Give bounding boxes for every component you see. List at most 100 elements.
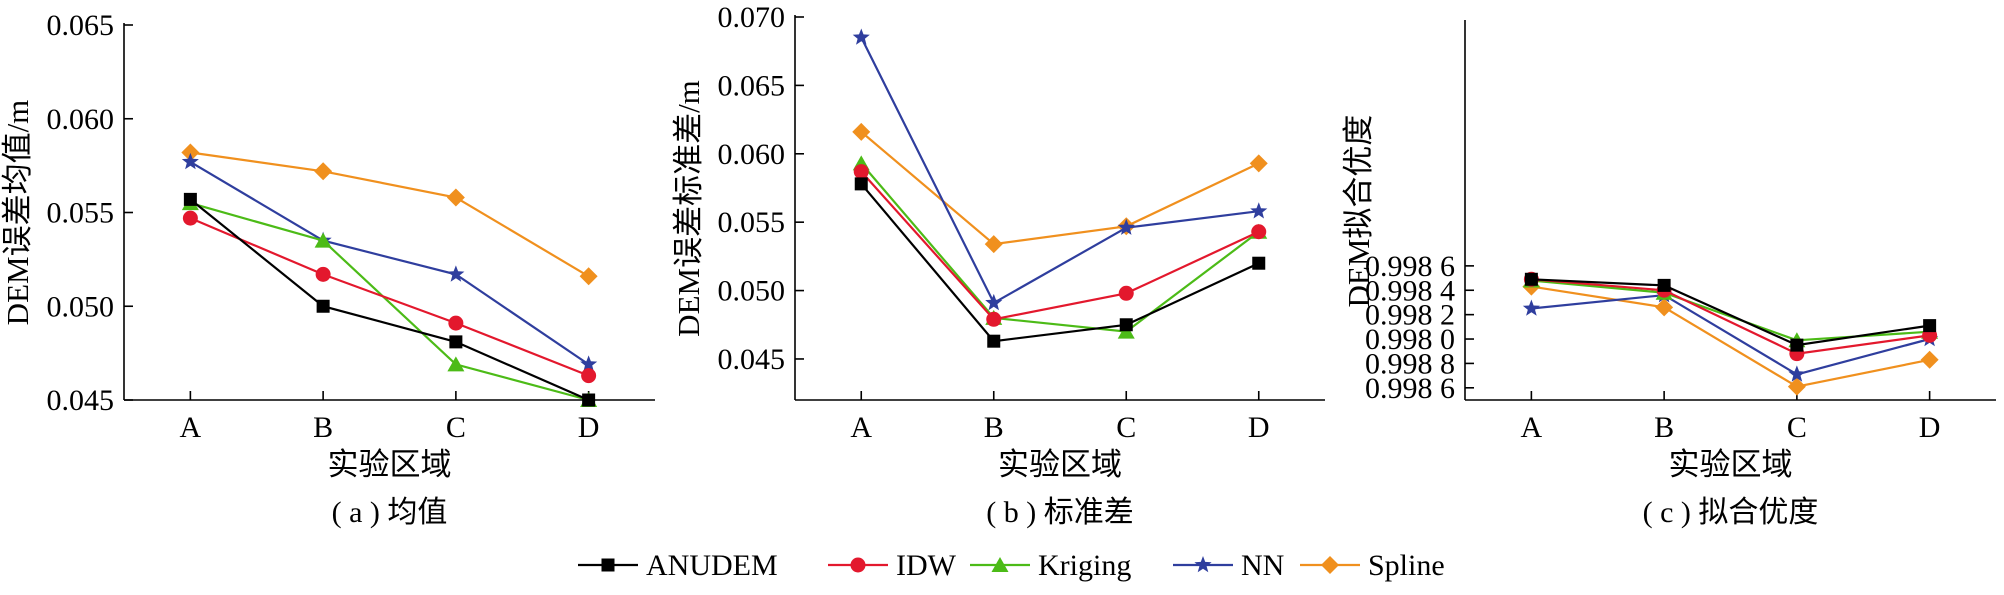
x-tick-label: B (984, 411, 1004, 444)
data-point-marker (853, 164, 869, 180)
data-point-marker (854, 177, 868, 191)
y-tick-label: 0.070 (718, 1, 786, 34)
panel-a: 0.045 0.050 0.055 0.060 0.065 A B C D 实验区域 ( a ) 均… (0, 9, 655, 529)
legend-item-idw: IDW (828, 549, 957, 582)
data-point-marker (182, 210, 198, 226)
series-line (860, 170, 1260, 321)
panel-c: 0.998 60.998 80.998 00.998 20.998 40.998… (1341, 20, 1996, 529)
series-line (860, 131, 1260, 246)
legend-marker (850, 557, 866, 573)
series-line (1531, 278, 1930, 355)
series-line (189, 160, 590, 366)
series-line (190, 151, 590, 278)
y-tick-label: 0.050 (47, 290, 115, 323)
data-point-marker (446, 188, 465, 207)
data-point-marker (1522, 299, 1540, 316)
y-tick-label: 0.998 8 (1365, 347, 1455, 380)
data-point-marker (986, 311, 1002, 327)
x-tick-label: D (1919, 411, 1941, 444)
legend-label: Spline (1368, 549, 1445, 582)
series-nn (852, 28, 1268, 311)
x-tick-label: A (1521, 411, 1543, 444)
x-axis-title: 实验区域 (328, 447, 452, 482)
data-point-marker (1920, 350, 1939, 369)
data-point-marker (447, 356, 465, 372)
data-point-marker (316, 299, 330, 313)
legend-label: IDW (896, 549, 957, 582)
x-tick-label: B (313, 411, 333, 444)
legend-marker (991, 557, 1009, 572)
x-tick-label: C (1787, 411, 1807, 444)
series-line (860, 162, 1260, 333)
series-line (1531, 278, 1930, 347)
series-anudem (183, 192, 596, 407)
y-tick-label: 0.045 (718, 343, 786, 376)
y-axis-title: DEM误差标准差/m (671, 80, 706, 337)
legend-item-anudem: ANUDEM (578, 549, 778, 582)
y-tick-label: 0.060 (47, 103, 115, 136)
data-point-marker (852, 28, 870, 45)
legend-item-spline: Spline (1300, 549, 1445, 582)
series-line (860, 37, 1259, 305)
data-point-marker (984, 235, 1003, 254)
series-line (860, 183, 1260, 343)
data-point-marker (315, 266, 331, 282)
series-idw (853, 164, 1267, 327)
legend-label: NN (1241, 549, 1284, 582)
data-point-marker (1118, 285, 1134, 301)
series-line (1531, 279, 1930, 342)
series-nn (181, 152, 598, 372)
y-tick-label: 0.998 4 (1365, 274, 1455, 307)
data-point-marker (1117, 218, 1135, 235)
data-point-marker (580, 355, 598, 372)
series-spline (852, 122, 1268, 254)
legend-item-kriging: Kriging (970, 549, 1131, 582)
series-spline (1522, 277, 1939, 396)
series-line (189, 217, 590, 377)
x-tick-label: B (1654, 411, 1674, 444)
data-point-marker (1119, 318, 1133, 332)
data-point-marker (1524, 272, 1538, 286)
data-point-marker (314, 162, 333, 181)
y-axis-title: DEM拟合优度 (1341, 115, 1376, 308)
data-point-marker (1788, 365, 1806, 382)
legend-label: Kriging (1038, 549, 1131, 582)
series-idw (182, 210, 597, 384)
y-axis-title: DEM误差均值/m (0, 100, 35, 326)
x-axis-title: 实验区域 (998, 447, 1122, 482)
data-point-marker (1249, 154, 1268, 173)
y-tick-label: 0.055 (47, 197, 115, 230)
y-tick-label: 0.050 (718, 275, 786, 308)
x-tick-label: A (180, 411, 202, 444)
y-tick-label: 0.065 (47, 9, 115, 42)
y-tick-label: 0.998 0 (1365, 323, 1455, 356)
series-anudem (854, 177, 1266, 348)
x-axis-title: 实验区域 (1669, 447, 1793, 482)
panel-caption: ( c ) 拟合优度 (1643, 496, 1819, 529)
x-tick-label: D (1248, 411, 1270, 444)
data-point-marker (1787, 377, 1806, 396)
panel-b: 0.045 0.050 0.055 0.060 0.065 0.070 A B C D 实验区域 ( … (671, 1, 1325, 529)
series-line (190, 202, 589, 402)
y-tick-label: 0.998 2 (1365, 299, 1455, 332)
data-point-marker (1657, 278, 1671, 292)
x-tick-label: C (1116, 411, 1136, 444)
x-tick-label: A (850, 411, 872, 444)
data-point-marker (1923, 319, 1937, 333)
series-line (189, 198, 590, 402)
data-point-marker (852, 122, 871, 141)
data-point-marker (1250, 202, 1268, 219)
legend-marker (601, 558, 615, 572)
y-tick-label: 0.060 (718, 138, 786, 171)
y-tick-label: 0.998 6 (1365, 250, 1455, 283)
data-point-marker (985, 293, 1003, 311)
data-point-marker (1655, 298, 1674, 317)
data-point-marker (987, 334, 1001, 348)
data-point-marker (448, 315, 464, 331)
series-anudem (1524, 272, 1937, 352)
data-point-marker (314, 232, 332, 248)
series-line (1531, 285, 1930, 388)
data-point-marker (181, 143, 200, 162)
